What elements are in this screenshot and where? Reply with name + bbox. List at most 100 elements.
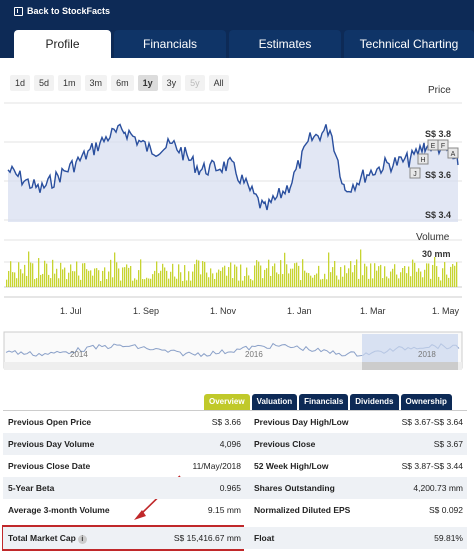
volume-bar bbox=[456, 262, 458, 287]
volume-bar bbox=[420, 271, 422, 287]
volume-bar bbox=[400, 272, 402, 287]
range-6m[interactable]: 6m bbox=[111, 75, 134, 91]
volume-bar bbox=[104, 267, 106, 287]
volume-bar bbox=[130, 266, 132, 287]
volume-bar bbox=[252, 280, 254, 287]
table-tabs: Overview Valuation Financials Dividends … bbox=[204, 394, 452, 410]
volume-bar bbox=[434, 256, 436, 287]
tab-valuation[interactable]: Valuation bbox=[251, 394, 298, 410]
volume-bar bbox=[378, 266, 380, 287]
range-selector: 1d 5d 1m 3m 6m 1y 3y 5y All bbox=[10, 75, 229, 91]
main-tabs: Profile Financials Estimates Technical C… bbox=[0, 24, 474, 58]
volume-bar bbox=[320, 279, 322, 287]
volume-bar bbox=[342, 276, 344, 287]
volume-bar bbox=[450, 266, 452, 287]
volume-bar bbox=[160, 270, 162, 287]
volume-bar bbox=[60, 262, 62, 287]
volume-bar bbox=[366, 266, 368, 287]
volume-bar bbox=[152, 274, 154, 287]
volume-bar bbox=[84, 263, 86, 287]
volume-bar bbox=[284, 252, 286, 287]
range-1y[interactable]: 1y bbox=[137, 75, 158, 91]
row-value: S$ 3.67-S$ 3.64 bbox=[401, 417, 463, 427]
event-flag bbox=[417, 153, 429, 165]
tab-financials-table[interactable]: Financials bbox=[299, 394, 349, 410]
volume-bar bbox=[80, 279, 82, 287]
row-label: Previous Close bbox=[254, 439, 316, 449]
volume-bar bbox=[254, 265, 256, 287]
x-label-may: 1. May bbox=[432, 306, 460, 316]
volume-bar bbox=[30, 262, 32, 287]
nav-label-2014: 2014 bbox=[70, 350, 88, 359]
volume-bar bbox=[314, 274, 316, 287]
volume-bar bbox=[440, 280, 442, 287]
range-1d[interactable]: 1d bbox=[10, 75, 31, 91]
volume-bar bbox=[242, 280, 244, 287]
tab-financials[interactable]: Financials bbox=[114, 30, 226, 58]
volume-bar bbox=[192, 271, 194, 287]
volume-bar bbox=[234, 264, 236, 287]
volume-bar bbox=[136, 279, 138, 287]
event-flag-label: F bbox=[441, 143, 445, 150]
volume-bar bbox=[92, 275, 94, 287]
volume-bar bbox=[134, 278, 136, 287]
volume-bar bbox=[214, 278, 216, 287]
volume-bar bbox=[346, 273, 348, 287]
tab-ownership[interactable]: Ownership bbox=[400, 394, 452, 410]
row-label: Normalized Diluted EPS bbox=[254, 505, 351, 515]
volume-bar bbox=[412, 259, 414, 287]
volume-bar bbox=[230, 262, 232, 287]
table-row: Previous Day Volume 4,096 Previous Close… bbox=[3, 433, 467, 455]
volume-bar bbox=[194, 264, 196, 287]
volume-bar bbox=[422, 277, 424, 287]
volume-bar bbox=[416, 271, 418, 287]
range-5d[interactable]: 5d bbox=[34, 75, 55, 91]
volume-bar bbox=[308, 273, 310, 287]
volume-bar bbox=[172, 263, 174, 287]
table-row: Total Market Cap i S$ 15,416.67 mm Float … bbox=[3, 527, 467, 549]
tab-technical-charting[interactable]: Technical Charting bbox=[344, 30, 474, 58]
volume-bar bbox=[142, 279, 144, 287]
tab-estimates[interactable]: Estimates bbox=[229, 30, 341, 58]
x-label-sep: 1. Sep bbox=[133, 306, 160, 316]
volume-bar bbox=[432, 264, 434, 287]
row-label: Previous Day Volume bbox=[8, 439, 95, 449]
tab-profile[interactable]: Profile bbox=[14, 30, 111, 58]
volume-bar bbox=[12, 272, 14, 287]
volume-bar bbox=[262, 278, 264, 287]
volume-bar bbox=[374, 263, 376, 287]
volume-bar bbox=[358, 278, 360, 287]
volume-bar bbox=[10, 261, 12, 287]
back-link[interactable]: Back to StockFacts bbox=[14, 6, 110, 16]
range-3m[interactable]: 3m bbox=[84, 75, 108, 91]
range-1m[interactable]: 1m bbox=[58, 75, 81, 91]
volume-bar bbox=[22, 273, 24, 287]
row-value: 4,200.73 mm bbox=[413, 483, 463, 493]
volume-bar bbox=[26, 275, 28, 287]
volume-bar bbox=[322, 278, 324, 287]
row-value: 59.81% bbox=[434, 533, 463, 543]
info-icon[interactable]: i bbox=[77, 535, 87, 544]
volume-bar bbox=[56, 268, 58, 287]
overview-table: Previous Open Price S$ 3.66 Previous Day… bbox=[3, 410, 467, 549]
volume-bar bbox=[132, 280, 134, 287]
volume-bar bbox=[228, 267, 230, 287]
row-label: Previous Close Date bbox=[8, 461, 91, 471]
volume-bar bbox=[20, 269, 22, 287]
volume-label: 30 mm bbox=[422, 249, 451, 259]
volume-bar bbox=[298, 265, 300, 287]
volume-bar bbox=[414, 262, 416, 287]
volume-bar bbox=[82, 263, 84, 287]
volume-bar bbox=[224, 265, 226, 287]
row-value: S$ 3.66 bbox=[211, 417, 241, 427]
row-value: 4,096 bbox=[219, 439, 241, 449]
event-flag-label: E bbox=[431, 143, 436, 150]
volume-bar bbox=[114, 252, 116, 287]
tab-overview[interactable]: Overview bbox=[204, 394, 250, 410]
volume-bar bbox=[102, 270, 104, 287]
volume-bar bbox=[392, 268, 394, 287]
range-all[interactable]: All bbox=[208, 75, 229, 91]
tab-dividends[interactable]: Dividends bbox=[350, 394, 399, 410]
volume-bar bbox=[124, 267, 126, 287]
range-3y[interactable]: 3y bbox=[161, 75, 182, 91]
